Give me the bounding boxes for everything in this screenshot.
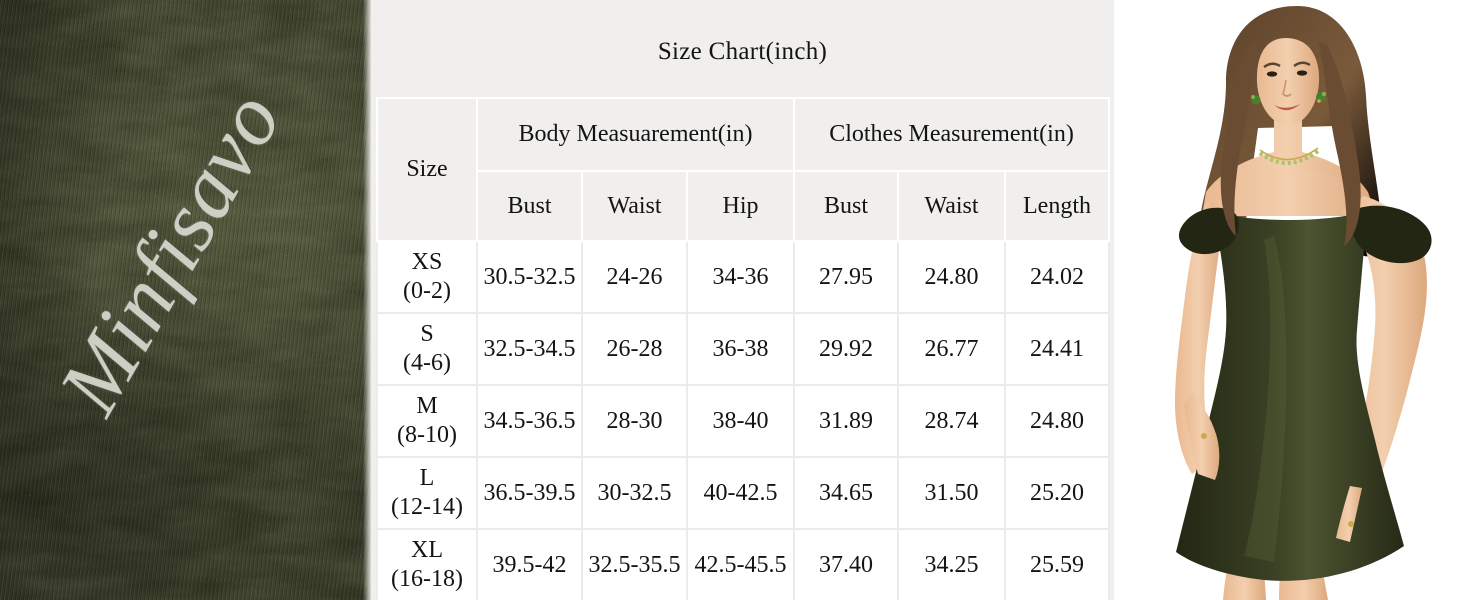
clothes-measurement-group-header: Clothes Measurement(in): [792, 97, 1111, 172]
clothes-length-header: Length: [1003, 170, 1111, 242]
body-hip-header: Hip: [686, 170, 795, 242]
model-neck-chest: [1206, 104, 1368, 192]
clothes-length-value: 25.20: [1003, 456, 1111, 530]
size-label-cell: S (4-6): [376, 312, 478, 386]
model-nose: [1282, 79, 1292, 97]
table-row-xl: XL (16-18) 39.5-42 32.5-35.5 42.5-45.5 3…: [376, 528, 1111, 600]
header-sub-row: Bust Waist Hip Bust Waist Length: [377, 170, 1111, 242]
size-us-range: (8-10): [397, 422, 457, 448]
body-measurement-group-header: Body Measuarement(in): [476, 97, 795, 172]
fabric-shading: [0, 0, 371, 600]
body-bust-header: Bust: [476, 170, 583, 242]
body-bust-value: 39.5-42: [476, 528, 583, 600]
body-bust-value: 36.5-39.5: [476, 456, 583, 530]
clothes-bust-value: 37.40: [793, 528, 899, 600]
clothes-length-value: 25.59: [1003, 528, 1111, 600]
size-us-range: (0-2): [403, 278, 451, 304]
size-label-cell: XS (0-2): [376, 240, 478, 314]
body-hip-value: 40-42.5: [686, 456, 795, 530]
fabric-weave-lines: [0, 0, 371, 600]
model-illustration: [1175, 6, 1432, 600]
model-shoulders: [1202, 170, 1376, 216]
size-code: XL: [411, 536, 443, 563]
clothes-length-value: 24.41: [1003, 312, 1111, 386]
body-waist-header: Waist: [581, 170, 688, 242]
clothes-bust-value: 34.65: [793, 456, 899, 530]
table-row-m: M (8-10) 34.5-36.5 28-30 38-40 31.89 28.…: [376, 384, 1111, 458]
clothes-bust-value: 31.89: [793, 384, 899, 458]
model-dress: [1176, 212, 1404, 581]
clothes-bust-value: 27.95: [793, 240, 899, 314]
size-code: L: [419, 464, 435, 491]
size-code: S: [420, 320, 434, 347]
model-ring: [1348, 521, 1354, 527]
model-necklace-beads: [1258, 149, 1320, 165]
model-earring-right: [1316, 91, 1327, 103]
model-brow-right: [1293, 61, 1311, 67]
body-waist-value: 28-30: [581, 384, 688, 458]
clothes-waist-value: 28.74: [897, 384, 1006, 458]
clothes-length-value: 24.02: [1003, 240, 1111, 314]
clothes-bust-value: 29.92: [793, 312, 899, 386]
body-bust-value: 34.5-36.5: [476, 384, 583, 458]
clothes-waist-value: 24.80: [897, 240, 1006, 314]
table-row-xs: XS (0-2) 30.5-32.5 24-26 34-36 27.95 24.…: [376, 240, 1111, 314]
body-hip-value: 34-36: [686, 240, 795, 314]
model-right-hand: [1336, 486, 1362, 542]
body-bust-value: 30.5-32.5: [476, 240, 583, 314]
clothes-waist-value: 31.50: [897, 456, 1006, 530]
model-brow-left: [1263, 62, 1281, 68]
body-waist-value: 24-26: [581, 240, 688, 314]
header-group-row: Size Body Measuarement(in) Clothes Measu…: [376, 97, 1111, 242]
model-ring-2: [1201, 433, 1207, 439]
size-chart-table: Size Body Measuarement(in) Clothes Measu…: [376, 97, 1111, 600]
table-row-l: L (12-14) 36.5-39.5 30-32.5 40-42.5 34.6…: [376, 456, 1111, 530]
model-left-sleeve-drape: [1178, 207, 1239, 255]
size-label-cell: M (8-10): [376, 384, 478, 458]
body-bust-value: 32.5-34.5: [476, 312, 583, 386]
model-eye-left: [1266, 71, 1278, 77]
model-dress-sheen: [1244, 236, 1287, 562]
model-photo: [1114, 0, 1464, 600]
size-us-range: (16-18): [391, 566, 463, 592]
body-hip-value: 42.5-45.5: [686, 528, 795, 600]
fabric-swatch: Minfisavo: [0, 0, 371, 600]
clothes-waist-header: Waist: [897, 170, 1006, 242]
model-necklace: [1259, 147, 1319, 161]
clothes-waist-value: 26.77: [897, 312, 1006, 386]
size-chart-panel: Size Chart(inch) Size Body Measuarement(…: [371, 0, 1114, 600]
body-waist-value: 30-32.5: [581, 456, 688, 530]
body-waist-value: 26-28: [581, 312, 688, 386]
size-code: M: [416, 392, 438, 419]
size-us-range: (4-6): [403, 350, 451, 376]
model-lips: [1274, 104, 1300, 111]
model-earring-left: [1251, 95, 1261, 105]
model-hair-front: [1220, 40, 1258, 236]
size-column-header: Size: [376, 97, 478, 242]
clothes-length-value: 24.80: [1003, 384, 1111, 458]
size-label-cell: XL (16-18): [376, 528, 478, 600]
body-hip-value: 36-38: [686, 312, 795, 386]
clothes-bust-header: Bust: [793, 170, 899, 242]
fabric-sparkle-texture: [0, 0, 371, 600]
size-us-range: (12-14): [391, 494, 463, 520]
fabric-right-fade: [363, 0, 371, 600]
model-face: [1256, 38, 1320, 126]
size-label-cell: L (12-14): [376, 456, 478, 530]
size-chart-title: Size Chart(inch): [657, 38, 828, 65]
body-waist-value: 32.5-35.5: [581, 528, 688, 600]
table-row-s: S (4-6) 32.5-34.5 26-28 36-38 29.92 26.7…: [376, 312, 1111, 386]
model-right-sleeve-drape: [1350, 205, 1432, 264]
body-hip-value: 38-40: [686, 384, 795, 458]
clothes-waist-value: 34.25: [897, 528, 1006, 600]
model-eye-right: [1296, 70, 1308, 76]
model-hair-front-right: [1318, 42, 1361, 246]
size-code: XS: [411, 248, 443, 275]
